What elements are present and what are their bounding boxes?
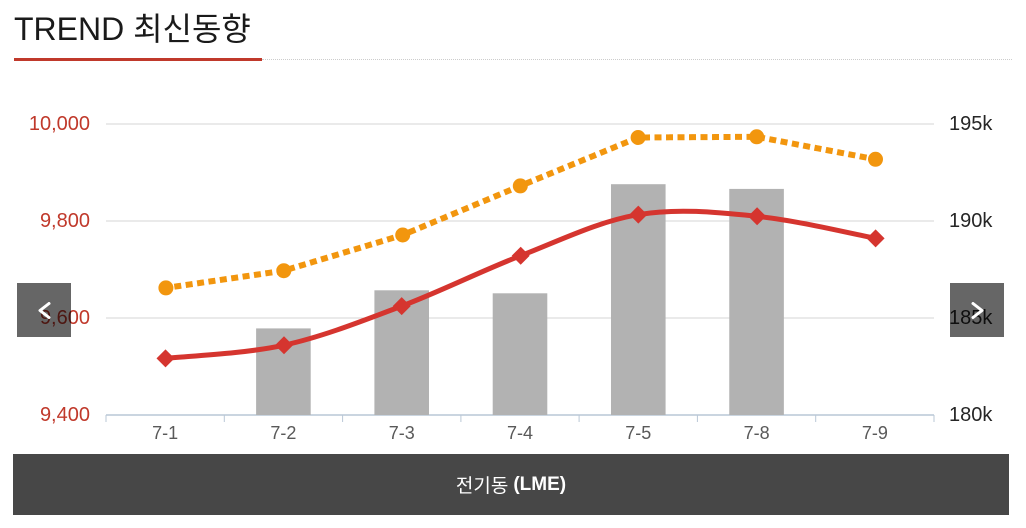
svg-text:10,000: 10,000 xyxy=(29,113,90,135)
svg-text:7-1: 7-1 xyxy=(152,423,178,443)
svg-text:9,400: 9,400 xyxy=(40,404,90,426)
svg-text:7-8: 7-8 xyxy=(744,423,770,443)
svg-text:7-3: 7-3 xyxy=(389,423,415,443)
svg-text:7-2: 7-2 xyxy=(270,423,296,443)
svg-text:7-9: 7-9 xyxy=(862,423,888,443)
svg-text:7-5: 7-5 xyxy=(625,423,651,443)
svg-text:190k: 190k xyxy=(949,210,993,232)
svg-text:7-4: 7-4 xyxy=(507,423,533,443)
svg-text:9,800: 9,800 xyxy=(40,210,90,232)
svg-text:195k: 195k xyxy=(949,113,993,135)
svg-text:180k: 180k xyxy=(949,404,993,426)
